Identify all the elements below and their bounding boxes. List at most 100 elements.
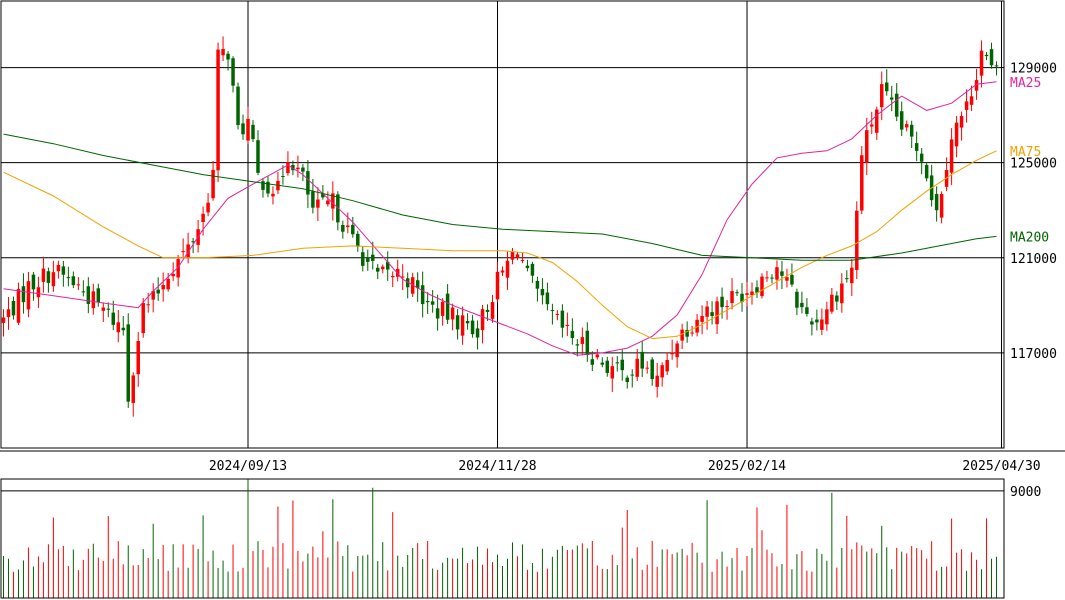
candle-body xyxy=(500,270,505,273)
candle-body xyxy=(645,367,649,369)
candle-body xyxy=(889,97,894,100)
candle-body xyxy=(435,308,440,319)
candle-body xyxy=(291,165,295,171)
candle-body xyxy=(904,124,909,128)
candle-body xyxy=(301,167,305,172)
candle-body xyxy=(635,358,639,377)
moving-average-lines xyxy=(3,81,997,356)
candle-body xyxy=(700,315,704,322)
candle-body xyxy=(61,266,66,275)
candle-body xyxy=(56,264,61,272)
candle-body xyxy=(485,309,490,312)
candle-body xyxy=(356,233,360,247)
candle-body xyxy=(226,53,230,60)
candle-body xyxy=(510,251,515,260)
candle-body xyxy=(156,289,160,294)
candle-body xyxy=(745,293,749,295)
candle-body xyxy=(770,277,774,279)
candle-body xyxy=(640,351,644,369)
candle-body xyxy=(994,65,999,67)
moving-average-labels: MA25 MA75 MA200 xyxy=(1010,76,1049,246)
candle-body xyxy=(371,254,375,261)
candle-body xyxy=(840,283,844,304)
candle-body xyxy=(550,310,555,312)
candle-body xyxy=(984,54,989,57)
candle-body xyxy=(11,300,16,316)
candle-body xyxy=(585,330,590,356)
candle-body xyxy=(685,329,689,337)
candle-body xyxy=(835,295,839,302)
candle-body xyxy=(680,329,684,341)
candle-body xyxy=(870,124,874,127)
candle-body xyxy=(76,284,81,286)
candle-body xyxy=(86,286,91,304)
candle-body xyxy=(530,263,535,276)
volume-panel-frame xyxy=(0,478,1005,599)
candle-body xyxy=(221,49,225,56)
candle-body xyxy=(535,280,540,289)
candle-body xyxy=(775,267,779,280)
candle-body xyxy=(171,273,175,277)
candle-body xyxy=(176,259,180,278)
candle-body xyxy=(366,257,370,262)
candle-body xyxy=(964,101,969,110)
candle-body xyxy=(610,366,615,379)
candle-body xyxy=(271,193,275,197)
candle-body xyxy=(735,292,739,294)
candle-body xyxy=(715,301,719,325)
candle-body xyxy=(730,291,734,304)
candle-body xyxy=(286,162,290,174)
candle-body xyxy=(525,265,530,269)
candle-body xyxy=(785,277,789,281)
candle-body xyxy=(520,259,525,261)
candle-body xyxy=(630,374,634,376)
candle-body xyxy=(445,293,450,320)
candle-body xyxy=(660,365,664,378)
ma200-line xyxy=(3,133,997,261)
candle-body xyxy=(815,319,819,323)
candle-body xyxy=(575,344,580,346)
candle-body xyxy=(879,84,884,108)
candle-body xyxy=(66,277,71,279)
candle-body xyxy=(710,312,714,316)
candle-body xyxy=(236,86,240,126)
price-tick-label: 117000 xyxy=(1010,347,1057,362)
candle-body xyxy=(595,354,600,358)
candle-body xyxy=(131,375,135,403)
candle-body xyxy=(665,359,669,372)
candle-body xyxy=(420,285,425,305)
candle-body xyxy=(495,271,500,300)
date-tick-label: 2024/09/13 xyxy=(209,459,287,474)
candle-body xyxy=(590,359,595,365)
candle-body xyxy=(850,267,854,284)
candle-body xyxy=(695,319,699,333)
candle-body xyxy=(605,360,610,373)
candle-body xyxy=(560,310,565,328)
candle-body xyxy=(949,139,954,173)
candle-body xyxy=(830,294,834,312)
candle-body xyxy=(211,169,215,199)
volume-tick-label: 9000 xyxy=(1010,485,1041,500)
candle-body xyxy=(136,341,140,375)
candle-body xyxy=(331,193,335,209)
candle-body xyxy=(740,293,744,302)
candle-body xyxy=(326,200,330,205)
candle-body xyxy=(580,337,585,344)
candle-body xyxy=(974,80,979,91)
candle-body xyxy=(116,322,121,333)
candle-body xyxy=(31,274,36,290)
candle-body xyxy=(266,181,270,194)
candle-body xyxy=(540,288,545,296)
candle-body xyxy=(455,315,460,330)
candle-body xyxy=(875,109,879,133)
date-axis-labels: 2024/09/13 2024/11/28 2025/02/14 2025/04/30 xyxy=(209,459,1041,474)
candle-body xyxy=(570,330,575,339)
candle-body xyxy=(795,291,799,308)
candle-body xyxy=(346,225,350,228)
candle-body xyxy=(650,359,654,380)
candle-body xyxy=(865,130,869,163)
candle-body xyxy=(296,167,300,170)
candle-body xyxy=(450,307,455,320)
